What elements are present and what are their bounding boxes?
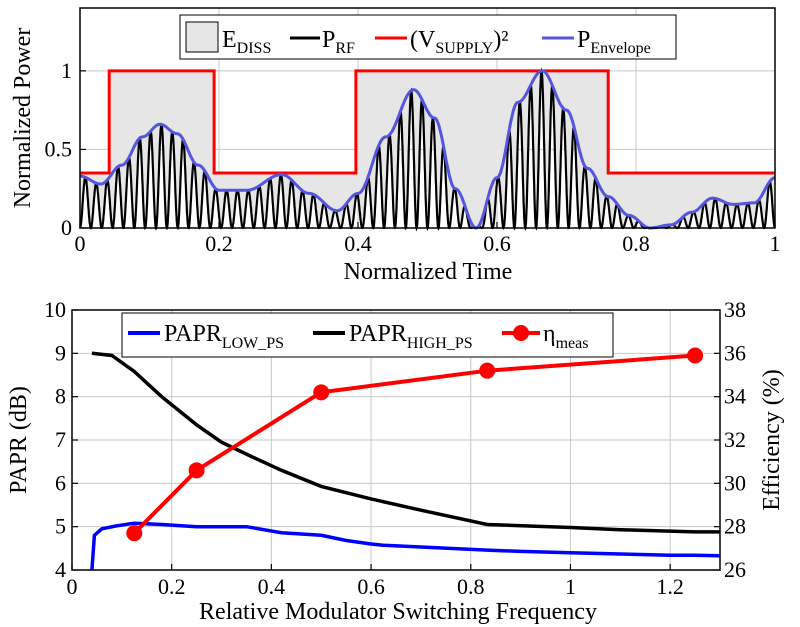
bottom-y-tick-label: 7 xyxy=(55,427,66,452)
papr-high-ps-line xyxy=(91,351,720,534)
eta-meas-point xyxy=(479,362,496,379)
bottom-y2-tick-label: 34 xyxy=(724,384,746,409)
vsupply-line xyxy=(80,69,775,175)
eta-meas-line xyxy=(132,353,696,535)
legend-papr-high-label: PAPRHIGH_PS xyxy=(349,321,473,352)
papr-low-ps-line xyxy=(90,521,721,571)
eta-meas-point xyxy=(687,347,704,364)
bottom-y-tick-label: 10 xyxy=(44,297,66,322)
legend-eta-label: ηmeas xyxy=(543,321,588,352)
bottom-x-tick-label: 0.6 xyxy=(357,574,385,599)
bottom-y2-tick-label: 36 xyxy=(724,340,746,365)
bottom-y-axis-title: PAPR (dB) xyxy=(6,386,32,494)
bottom-y2-tick-label: 28 xyxy=(724,514,746,539)
top-x-tick-label: 0.2 xyxy=(205,231,233,256)
bottom-legend: PAPRLOW_PS PAPRHIGH_PS ηmeas xyxy=(121,312,614,358)
legend-papr-low-label: PAPRLOW_PS xyxy=(164,321,284,352)
eta-meas-markers xyxy=(126,347,704,542)
bottom-x-axis-title: Relative Modulator Switching Frequency xyxy=(199,599,597,625)
bottom-y2-tick-label: 38 xyxy=(724,297,746,322)
bottom-y-tick-label: 4 xyxy=(55,557,66,582)
bottom-y-tick-label: 5 xyxy=(55,514,66,539)
bottom-y2-axis-title: Efficiency (%) xyxy=(759,369,785,510)
top-y-axis-title: Normalized Power xyxy=(10,28,36,209)
bottom-x-tick-label: 1 xyxy=(565,574,576,599)
bottom-x-tick-label: 0.8 xyxy=(457,574,485,599)
eta-meas-point xyxy=(188,462,205,479)
top-plot-frame xyxy=(79,7,776,229)
top-x-tick-label: 0.8 xyxy=(622,231,650,256)
top-ticks: 0 0.2 0.4 0.6 0.8 1 0 0.5 1 xyxy=(45,58,781,256)
legend-penvelope-label: PEnvelope xyxy=(577,27,651,57)
top-x-tick-label: 1 xyxy=(770,231,781,256)
bottom-y2-tick-label: 30 xyxy=(724,470,746,495)
eta-meas-point xyxy=(313,384,330,401)
top-x-tick-label: 0.4 xyxy=(344,231,372,256)
legend-vsupply-label: (VSUPPLY)² xyxy=(410,27,509,57)
top-x-tick-label: 0.6 xyxy=(483,231,511,256)
top-chart: 0 0.2 0.4 0.6 0.8 1 0 0.5 1 Normalized Time Norm… xyxy=(10,7,781,285)
bottom-x-tick-label: 0 xyxy=(67,574,78,599)
bottom-y-tick-label: 9 xyxy=(55,340,66,365)
bottom-y-tick-label: 8 xyxy=(55,384,66,409)
legend-prf-label: PRF xyxy=(322,27,355,57)
bottom-y2-tick-label: 26 xyxy=(724,557,746,582)
top-y-tick-label: 0.5 xyxy=(45,136,73,161)
legend-ediss-swatch xyxy=(185,21,219,53)
top-legend-box xyxy=(179,14,677,60)
legend-ediss-label: EDISS xyxy=(222,27,271,57)
bottom-y2-tick-label: 32 xyxy=(724,427,746,452)
top-y-tick-label: 0 xyxy=(61,215,72,240)
top-x-tick-label: 0 xyxy=(75,231,86,256)
top-y-tick-label: 1 xyxy=(61,58,72,83)
bottom-ticks: 0 0.2 0.4 0.6 0.8 1 1.2 4 5 6 7 8 9 10 26 28 30 32 34 36 38 xyxy=(44,297,746,599)
bottom-x-tick-label: 1.2 xyxy=(656,574,684,599)
bottom-y-tick-label: 6 xyxy=(55,470,66,495)
top-legend: EDISS PRF (VSUPPLY)² PEnvelope xyxy=(179,14,677,60)
bottom-x-tick-label: 0.4 xyxy=(258,574,286,599)
penvelope-line xyxy=(79,69,776,230)
bottom-x-tick-label: 0.2 xyxy=(158,574,186,599)
top-x-axis-title: Normalized Time xyxy=(344,259,513,285)
bottom-chart: 0 0.2 0.4 0.6 0.8 1 1.24567891026283032343638 … xyxy=(6,297,785,625)
eta-meas-point xyxy=(126,525,143,542)
legend-eta-marker xyxy=(513,325,529,341)
